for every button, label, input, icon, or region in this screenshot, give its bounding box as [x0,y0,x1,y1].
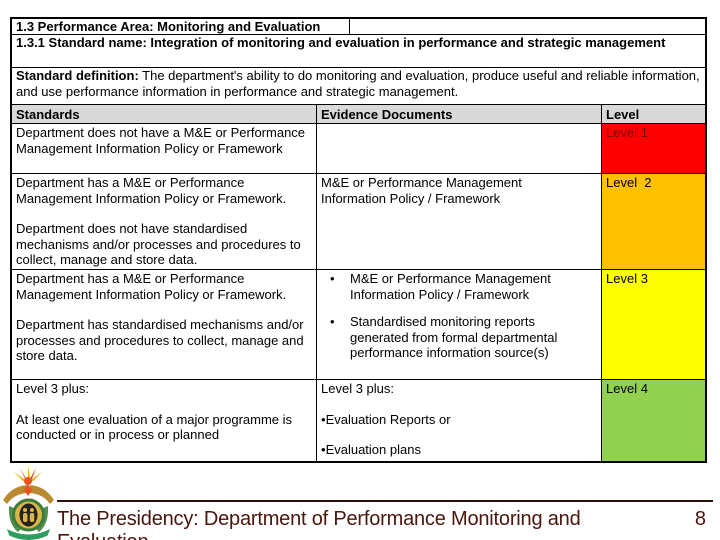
evidence-cell-empty [317,124,602,173]
standards-cell: Department has a M&E or Performance Mana… [12,270,317,379]
sunburst [14,466,42,485]
standards-text: Department does not have standardised me… [16,221,301,267]
performance-area-title: 1.3 Performance Area: Monitoring and Eva… [12,19,350,34]
footer-divider [57,500,713,502]
column-header-standards: Standards [12,105,317,123]
level-badge-cell: Level 2 [602,174,705,269]
standard-definition-label: Standard definition: [16,68,139,83]
evidence-text: Evaluation Reports or [325,411,451,427]
standard-definition-row: Standard definition: The department's ab… [12,68,705,105]
standard-definition-text: The department's ability to do monitorin… [16,68,700,99]
standard-name-title: 1.3.1 Standard name: Integration of moni… [12,35,705,68]
page-number: 8 [694,508,706,530]
table-row-level2: Department has a M&E or Performance Mana… [12,174,705,270]
standards-cell: Level 3 plus: At least one evaluation of… [12,380,317,461]
bullet-icon: • [330,314,335,329]
evidence-bullet-item: •Evaluation plans [321,442,596,458]
evidence-cell: Level 3 plus: •Evaluation Reports or •Ev… [317,380,602,461]
table-header-row: Standards Evidence Documents Level [12,105,705,124]
column-header-evidence: Evidence Documents [317,105,602,123]
evidence-intro: Level 3 plus: [321,381,394,396]
standards-text: Department has standardised mechanisms a… [16,317,304,363]
column-header-level: Level [602,105,705,123]
shield-figures [23,508,35,522]
evidence-bullet-item: • M&E or Performance Management Informat… [321,271,596,302]
south-africa-coat-of-arms-logo [3,466,54,540]
standards-text: Level 3 plus: [16,381,89,396]
performance-area-spacer [350,19,705,34]
standards-text: Department has a M&E or Performance Mana… [16,271,287,302]
bird-wings [3,484,54,504]
standards-text: Department does not have a M&E or Perfor… [16,125,306,156]
assessment-table: 1.3 Performance Area: Monitoring and Eva… [10,17,707,463]
standards-cell: Department has a M&E or Performance Mana… [12,174,317,269]
bullet-icon: • [321,442,326,457]
footer-title: The Presidency: Department of Performanc… [57,508,581,540]
evidence-text: Evaluation plans [325,442,421,457]
level-badge-cell: Level 3 [602,270,705,379]
evidence-text: M&E or Performance Management Informatio… [321,175,522,206]
bullet-icon: • [321,411,326,427]
standards-cell: Department does not have a M&E or Perfor… [12,124,317,173]
table-row-level1: Department does not have a M&E or Perfor… [12,124,705,174]
bullet-icon: • [330,271,335,286]
standards-text: At least one evaluation of a major progr… [16,411,293,443]
evidence-text: M&E or Performance Management Informatio… [350,271,551,302]
table-row-level3: Department has a M&E or Performance Mana… [12,270,705,380]
evidence-bullet-item: • Standardised monitoring reports genera… [321,314,596,361]
evidence-cell: M&E or Performance Management Informatio… [317,174,602,269]
evidence-bullet-item: •Evaluation Reports or [321,412,596,428]
level-badge-cell: Level 1 [602,124,705,173]
evidence-cell: • M&E or Performance Management Informat… [317,270,602,379]
table-row-level4: Level 3 plus: At least one evaluation of… [12,380,705,461]
performance-area-row: 1.3 Performance Area: Monitoring and Eva… [12,19,705,35]
level-badge-cell: Level 4 [602,380,705,461]
standards-text: Department has a M&E or Performance Mana… [16,175,287,206]
evidence-text: Standardised monitoring reports generate… [350,314,558,360]
